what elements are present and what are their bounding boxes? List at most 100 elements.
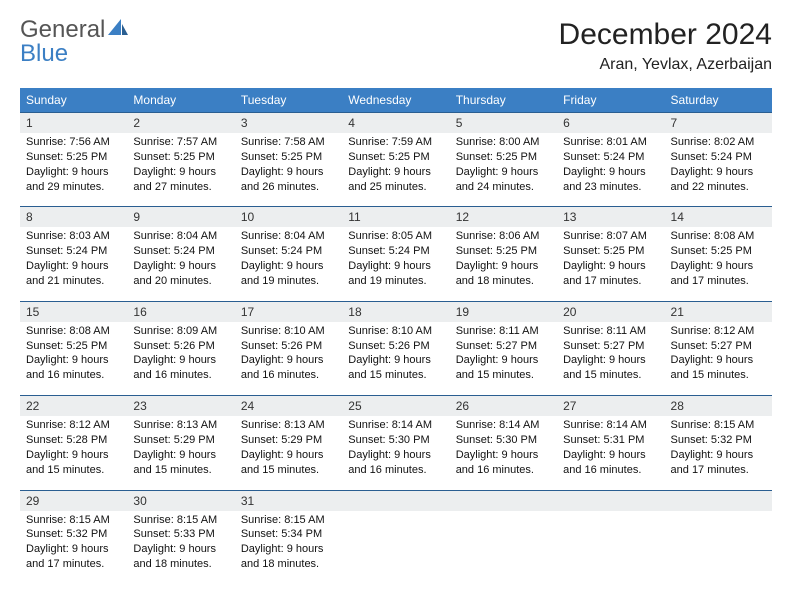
sunset-line: Sunset: 5:24 PM (26, 244, 121, 259)
sunrise-line: Sunrise: 8:01 AM (563, 135, 658, 150)
day-number-cell: 2 (127, 113, 234, 134)
sunset-line: Sunset: 5:29 PM (241, 433, 336, 448)
daylight-label: Daylight: (241, 260, 284, 272)
daylight-label: Daylight: (241, 543, 284, 555)
sunrise-line: Sunrise: 8:00 AM (456, 135, 551, 150)
sunset-line: Sunset: 5:28 PM (26, 433, 121, 448)
sunrise-label: Sunrise: (133, 230, 173, 242)
sunrise-value: 7:58 AM (284, 136, 324, 148)
daylight-line: Daylight: 9 hours and 26 minutes. (241, 165, 336, 195)
sunrise-value: 8:11 AM (607, 325, 647, 337)
day-detail-cell: Sunrise: 8:13 AMSunset: 5:29 PMDaylight:… (127, 416, 234, 490)
sunset-value: 5:25 PM (496, 245, 537, 257)
header: General Blue December 2024 Aran, Yevlax,… (20, 18, 772, 74)
sunset-line: Sunset: 5:27 PM (671, 339, 766, 354)
day-detail-cell: Sunrise: 8:12 AMSunset: 5:28 PMDaylight:… (20, 416, 127, 490)
sunrise-label: Sunrise: (133, 325, 173, 337)
day-number-cell: 24 (235, 396, 342, 417)
sunset-value: 5:24 PM (389, 245, 430, 257)
sunrise-line: Sunrise: 8:03 AM (26, 229, 121, 244)
sunset-value: 5:27 PM (603, 340, 644, 352)
day-detail-cell: Sunrise: 8:15 AMSunset: 5:32 PMDaylight:… (20, 511, 127, 584)
day-detail-cell: Sunrise: 7:59 AMSunset: 5:25 PMDaylight:… (342, 133, 449, 207)
sunrise-value: 8:08 AM (714, 230, 754, 242)
sunset-line: Sunset: 5:25 PM (563, 244, 658, 259)
daylight-line: Daylight: 9 hours and 18 minutes. (133, 542, 228, 572)
daylight-label: Daylight: (671, 166, 714, 178)
sunset-value: 5:24 PM (711, 151, 752, 163)
day-detail-cell: Sunrise: 8:14 AMSunset: 5:30 PMDaylight:… (450, 416, 557, 490)
daylight-label: Daylight: (133, 166, 176, 178)
daylight-line: Daylight: 9 hours and 17 minutes. (671, 259, 766, 289)
sunrise-label: Sunrise: (26, 514, 66, 526)
day-detail-cell: Sunrise: 8:13 AMSunset: 5:29 PMDaylight:… (235, 416, 342, 490)
sunrise-line: Sunrise: 8:11 AM (563, 324, 658, 339)
sunrise-line: Sunrise: 8:12 AM (26, 418, 121, 433)
sunset-value: 5:24 PM (281, 245, 322, 257)
day-detail-cell: Sunrise: 7:57 AMSunset: 5:25 PMDaylight:… (127, 133, 234, 207)
sunrise-value: 8:11 AM (499, 325, 539, 337)
sunrise-label: Sunrise: (456, 230, 496, 242)
sunrise-label: Sunrise: (671, 136, 711, 148)
sunrise-label: Sunrise: (563, 136, 603, 148)
day-number-cell: 6 (557, 113, 664, 134)
sunrise-label: Sunrise: (26, 230, 66, 242)
day-detail-cell: Sunrise: 8:09 AMSunset: 5:26 PMDaylight:… (127, 322, 234, 396)
month-title: December 2024 (559, 18, 772, 52)
sunset-label: Sunset: (26, 528, 63, 540)
title-block: December 2024 Aran, Yevlax, Azerbaijan (559, 18, 772, 74)
sunrise-label: Sunrise: (563, 325, 603, 337)
sunset-label: Sunset: (563, 434, 600, 446)
sunset-label: Sunset: (241, 528, 278, 540)
sunset-line: Sunset: 5:30 PM (348, 433, 443, 448)
logo-text-blue: Blue (20, 40, 68, 67)
daylight-label: Daylight: (456, 260, 499, 272)
day-detail-cell: Sunrise: 8:07 AMSunset: 5:25 PMDaylight:… (557, 227, 664, 301)
day-number-cell: 8 (20, 207, 127, 228)
sunset-line: Sunset: 5:24 PM (348, 244, 443, 259)
daylight-label: Daylight: (563, 449, 606, 461)
sunrise-line: Sunrise: 8:15 AM (133, 513, 228, 528)
sunset-value: 5:32 PM (711, 434, 752, 446)
daylight-line: Daylight: 9 hours and 16 minutes. (133, 353, 228, 383)
sunrise-value: 8:10 AM (284, 325, 324, 337)
sunset-line: Sunset: 5:30 PM (456, 433, 551, 448)
day-detail-cell (557, 511, 664, 584)
day-detail-cell: Sunrise: 8:00 AMSunset: 5:25 PMDaylight:… (450, 133, 557, 207)
sunrise-line: Sunrise: 7:58 AM (241, 135, 336, 150)
sunrise-value: 7:57 AM (177, 136, 217, 148)
sunset-line: Sunset: 5:26 PM (241, 339, 336, 354)
day-number-cell: 1 (20, 113, 127, 134)
sunrise-value: 8:03 AM (69, 230, 109, 242)
daylight-line: Daylight: 9 hours and 16 minutes. (241, 353, 336, 383)
day-detail-cell: Sunrise: 8:14 AMSunset: 5:31 PMDaylight:… (557, 416, 664, 490)
day-number-cell: 25 (342, 396, 449, 417)
sunrise-line: Sunrise: 8:13 AM (133, 418, 228, 433)
sunset-line: Sunset: 5:27 PM (456, 339, 551, 354)
day-number-cell: 11 (342, 207, 449, 228)
day-detail-cell: Sunrise: 8:10 AMSunset: 5:26 PMDaylight:… (342, 322, 449, 396)
day-number-cell: 22 (20, 396, 127, 417)
daylight-line: Daylight: 9 hours and 16 minutes. (348, 448, 443, 478)
daylight-label: Daylight: (241, 354, 284, 366)
day-detail-cell: Sunrise: 8:08 AMSunset: 5:25 PMDaylight:… (665, 227, 772, 301)
sunrise-line: Sunrise: 8:10 AM (348, 324, 443, 339)
daylight-line: Daylight: 9 hours and 15 minutes. (456, 353, 551, 383)
day-detail-cell: Sunrise: 8:08 AMSunset: 5:25 PMDaylight:… (20, 322, 127, 396)
sunset-line: Sunset: 5:25 PM (671, 244, 766, 259)
sunrise-label: Sunrise: (133, 514, 173, 526)
sunrise-line: Sunrise: 8:07 AM (563, 229, 658, 244)
sunset-line: Sunset: 5:25 PM (26, 150, 121, 165)
sunrise-line: Sunrise: 8:15 AM (26, 513, 121, 528)
day-number-cell: 31 (235, 490, 342, 511)
sunrise-value: 7:59 AM (392, 136, 432, 148)
sunrise-label: Sunrise: (456, 136, 496, 148)
sunrise-value: 8:05 AM (392, 230, 432, 242)
daylight-line: Daylight: 9 hours and 29 minutes. (26, 165, 121, 195)
daylight-line: Daylight: 9 hours and 15 minutes. (133, 448, 228, 478)
sunset-line: Sunset: 5:31 PM (563, 433, 658, 448)
sunset-value: 5:24 PM (66, 245, 107, 257)
sunset-value: 5:26 PM (389, 340, 430, 352)
day-detail-cell (342, 511, 449, 584)
sunset-value: 5:28 PM (66, 434, 107, 446)
